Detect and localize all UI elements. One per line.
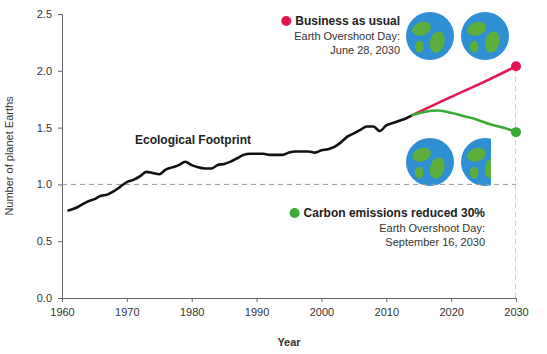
series-label: Ecological Footprint	[135, 133, 251, 147]
y-tick: 0.0	[37, 292, 62, 304]
x-tick-label: 1980	[180, 306, 204, 318]
series-note: September 16, 2030	[385, 236, 485, 248]
x-tick: 1960	[50, 298, 74, 318]
plot-area	[62, 66, 516, 298]
markers	[511, 61, 521, 137]
series-end-marker	[511, 61, 521, 71]
label-dot	[281, 16, 291, 26]
globe-ocean	[461, 138, 491, 186]
x-tick-label: 2020	[439, 306, 463, 318]
x-tick-label: 1970	[115, 306, 139, 318]
globe-land	[427, 156, 446, 181]
series-note: Earth Overshoot Day:	[294, 30, 400, 42]
y-axis: 0.0 0.5 1.0 1.5 2.0 2.5	[37, 8, 63, 304]
x-tick-label: 1960	[50, 306, 74, 318]
x-tick-label: 2000	[310, 306, 334, 318]
globe-land	[410, 145, 433, 164]
globe-land	[410, 19, 433, 38]
y-tick-label: 2.5	[37, 8, 52, 20]
y-tick: 2.5	[37, 8, 62, 20]
x-tick-mark	[192, 298, 193, 302]
globe-ocean	[461, 12, 509, 60]
y-tick: 1.5	[37, 122, 62, 134]
y-tick-label: 1.5	[37, 122, 52, 134]
series-line	[412, 66, 516, 115]
globe-icon	[461, 12, 509, 60]
series-line	[412, 111, 516, 133]
x-tick-label: 1990	[245, 306, 269, 318]
x-tick-mark	[386, 298, 387, 302]
y-tick-mark	[58, 128, 62, 129]
x-axis-line	[63, 299, 517, 303]
series-label: Business as usual	[295, 14, 400, 28]
y-tick: 0.5	[37, 235, 62, 247]
series-end-marker	[511, 127, 521, 137]
series-label: Carbon emissions reduced 30%	[304, 206, 486, 220]
x-tick: 1990	[245, 298, 269, 318]
y-tick: 1.0	[37, 178, 62, 190]
y-tick-mark	[58, 14, 62, 15]
globe-land	[482, 156, 491, 181]
x-tick: 2030	[504, 298, 528, 318]
y-tick: 2.0	[37, 65, 62, 77]
globe-land	[427, 30, 446, 55]
series-note: Earth Overshoot Day:	[379, 222, 485, 234]
globe-land	[465, 145, 488, 164]
y-tick-mark	[58, 184, 62, 185]
x-tick: 2020	[439, 298, 463, 318]
globe-icon	[406, 138, 454, 186]
x-tick-label: 2010	[375, 306, 399, 318]
x-tick-mark	[516, 298, 517, 302]
y-axis-title: Number of planet Earths	[3, 96, 15, 216]
y-tick-label: 2.0	[37, 65, 52, 77]
globe-land	[470, 41, 479, 53]
y-axis-line	[58, 15, 63, 299]
y-tick-label: 0.0	[37, 292, 52, 304]
x-tick: 1980	[180, 298, 204, 318]
globe-icon	[406, 12, 454, 60]
reference-line	[62, 184, 516, 185]
x-tick-mark	[451, 298, 452, 302]
globe-land	[415, 167, 424, 179]
x-tick: 2010	[375, 298, 399, 318]
y-tick-label: 1.0	[37, 178, 52, 190]
series-note: June 28, 2030	[330, 44, 400, 56]
label-dot	[290, 208, 300, 218]
x-tick-mark	[321, 298, 322, 302]
globe-land	[415, 41, 424, 53]
y-tick-label: 0.5	[37, 235, 52, 247]
globe-icon	[461, 138, 491, 186]
globe-land	[465, 19, 488, 38]
y-tick-mark	[58, 298, 62, 299]
x-tick-mark	[257, 298, 258, 302]
x-tick-mark	[127, 298, 128, 302]
globe-ocean	[406, 12, 454, 60]
y-tick-mark	[58, 71, 62, 72]
globe-land	[470, 167, 479, 179]
x-tick: 1970	[115, 298, 139, 318]
x-tick-label: 2030	[504, 306, 528, 318]
reference-line	[516, 66, 517, 298]
globe-ocean	[406, 138, 454, 186]
x-axis-title: Year	[277, 336, 301, 348]
x-axis: 1960 1970 1980 1990 2000 2010 2020 2030	[50, 298, 528, 318]
chart: 1960 1970 1980 1990 2000 2010 2020 2030 0.0 0.5 1.…	[0, 0, 547, 354]
x-tick: 2000	[310, 298, 334, 318]
y-tick-mark	[58, 241, 62, 242]
globe-land	[482, 30, 501, 55]
series-line	[68, 115, 412, 210]
